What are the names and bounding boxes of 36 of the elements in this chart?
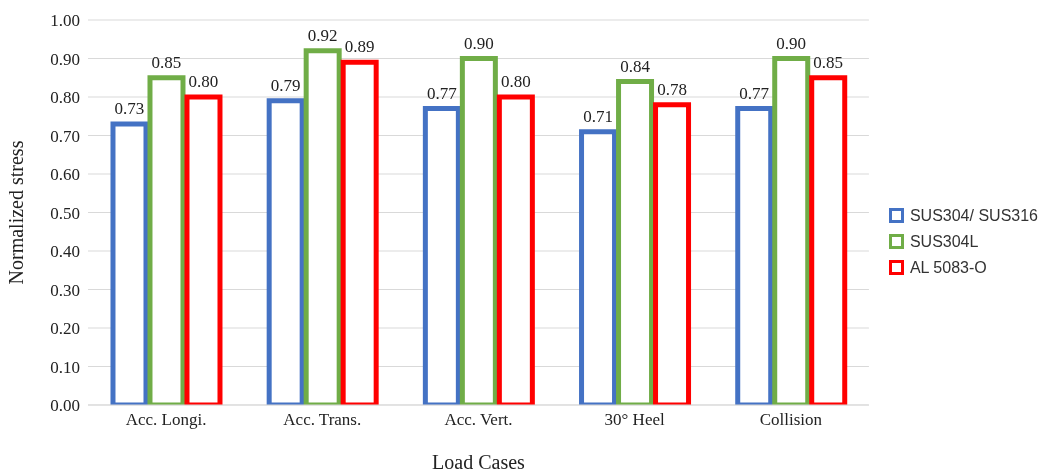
y-tick-label: 0.60 <box>50 165 80 185</box>
data-label: 0.71 <box>583 106 613 126</box>
data-label: 0.90 <box>463 33 494 53</box>
legend-label: SUS304L <box>909 232 979 251</box>
x-tick-label: Acc. Vert. <box>444 410 513 430</box>
data-label: 0.85 <box>813 52 844 72</box>
data-label: 0.77 <box>739 83 770 103</box>
x-tick-label: Acc. Longi. <box>125 410 207 430</box>
data-label: 0.80 <box>500 72 531 91</box>
data-label: 0.79 <box>270 75 301 95</box>
data-label: 0.84 <box>620 56 651 76</box>
data-label: 0.78 <box>657 79 687 99</box>
x-tick-label: Acc. Trans. <box>283 410 362 430</box>
y-tick-label: 0.30 <box>50 280 80 300</box>
data-label: 0.80 <box>188 72 219 91</box>
y-tick-label: 0.10 <box>50 357 80 377</box>
data-label: 0.77 <box>426 83 458 103</box>
y-tick-label: 0.20 <box>50 319 80 339</box>
data-label: 0.90 <box>776 33 807 53</box>
y-tick-label: 1.00 <box>50 11 80 31</box>
y-tick-label: 0.40 <box>50 242 80 262</box>
y-axis-title: Normalized stress <box>5 140 28 285</box>
x-tick-label: 30° Heel <box>604 410 665 430</box>
y-tick-label: 0.70 <box>50 126 80 146</box>
y-tick-label: 0.00 <box>50 396 80 416</box>
legend-label: SUS304/ SUS316 <box>909 206 1038 225</box>
legend-label: AL 5083-O <box>909 258 987 277</box>
x-axis-title: Load Cases <box>432 451 526 474</box>
y-tick-label: 0.90 <box>50 49 80 69</box>
data-label: 0.89 <box>344 37 375 57</box>
x-tick-label: Collision <box>759 410 823 430</box>
data-label: 0.92 <box>307 25 338 45</box>
y-tick-label: 0.50 <box>50 203 80 223</box>
data-label: 0.73 <box>114 98 145 118</box>
y-tick-label: 0.80 <box>50 88 80 108</box>
data-label: 0.85 <box>151 52 182 72</box>
